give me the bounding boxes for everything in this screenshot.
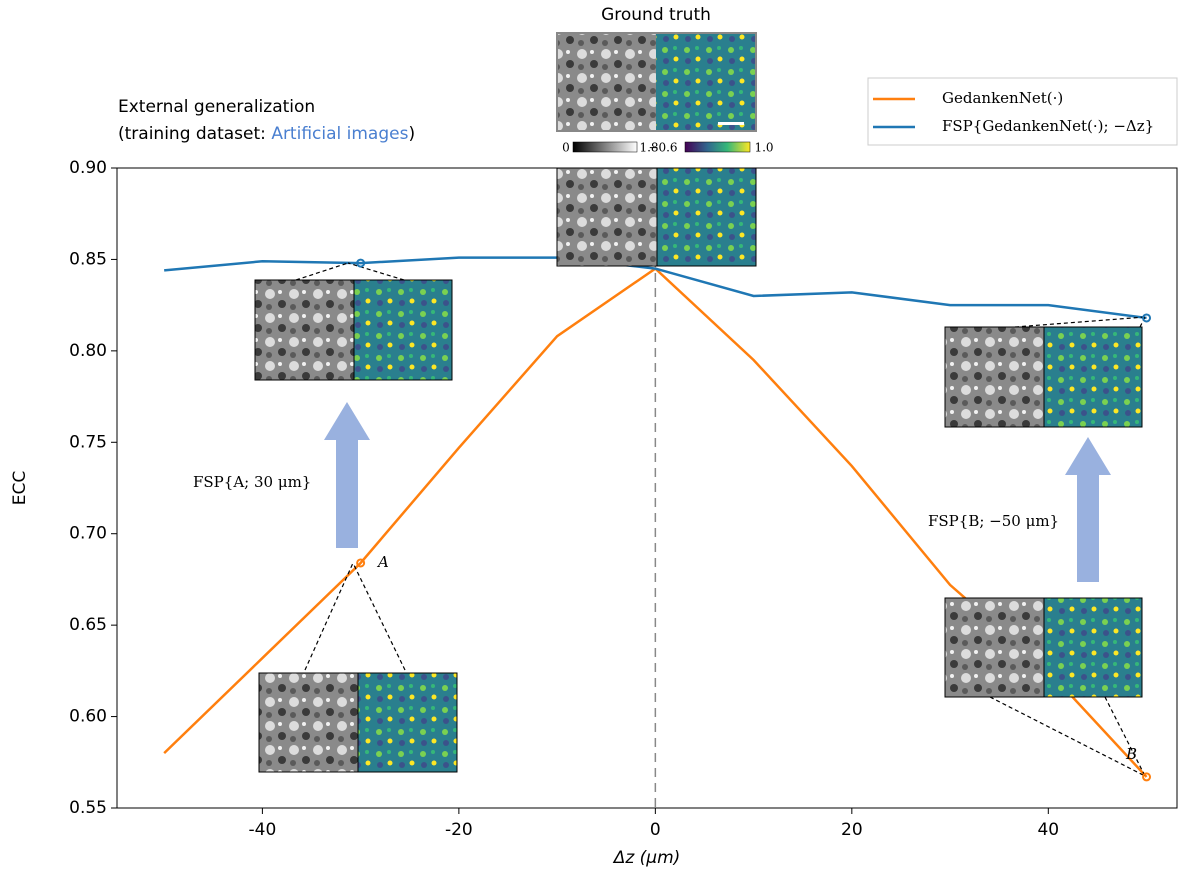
- marker: [356, 258, 366, 268]
- legend-label: FSP{GedankenNet(·); −Δz}: [942, 117, 1154, 135]
- marker: [1142, 313, 1152, 323]
- connectors: [295, 262, 1146, 777]
- y-tick-label: 0.55: [69, 798, 107, 818]
- series-line: [164, 256, 1147, 320]
- y-axis-label: ECC: [10, 471, 30, 505]
- y-tick-label: 0.90: [69, 158, 107, 178]
- x-tick-label: -20: [445, 820, 473, 840]
- colorbar: [684, 141, 751, 153]
- colorbar-label: 1.0: [754, 141, 773, 155]
- subtitle-prefix: (training dataset:: [118, 124, 271, 144]
- legend-label: GedankenNet(·): [942, 89, 1063, 107]
- y-tick-label: 0.65: [69, 615, 107, 635]
- annotation: B: [1125, 745, 1137, 763]
- inset-image: [558, 34, 656, 130]
- arrow: [324, 402, 370, 548]
- arrow: [1065, 437, 1111, 582]
- colorbar: [572, 141, 638, 153]
- marker: [356, 558, 366, 568]
- subtitle-suffix: ): [408, 124, 415, 144]
- annotation: FSP{A; 30 μm}: [193, 473, 311, 491]
- annotation: FSP{B; −50 μm}: [928, 512, 1059, 530]
- y-tick-label: 0.60: [69, 707, 107, 727]
- insets: [254, 32, 1146, 777]
- x-axis-label: Δz (μm): [612, 848, 681, 868]
- legend: [867, 77, 1178, 146]
- x-tick-label: -40: [249, 820, 277, 840]
- x-tick-label: 40: [1037, 820, 1059, 840]
- inset-title: Ground truth: [601, 5, 711, 25]
- y-tick-label: 0.80: [69, 341, 107, 361]
- annotation: A: [376, 553, 389, 571]
- subtitle-line: (training dataset: Artificial images): [118, 124, 415, 144]
- colorbar-label: −0.6: [648, 141, 677, 155]
- x-tick-label: 0: [650, 820, 661, 840]
- inset-image: [656, 34, 755, 130]
- y-tick-label: 0.75: [69, 432, 107, 452]
- subtitle: External generalization: [118, 97, 315, 117]
- colorbar-label: 0: [562, 141, 570, 155]
- subtitle-highlight: Artificial images: [271, 124, 408, 144]
- y-tick-label: 0.85: [69, 249, 107, 269]
- scale-bar: [718, 122, 744, 125]
- inset-images: [254, 167, 1143, 773]
- marker: [1142, 772, 1152, 782]
- inset-frame: [556, 32, 757, 132]
- colorbar-label: 1.8: [639, 141, 658, 155]
- x-tick-label: 20: [841, 820, 863, 840]
- y-tick-label: 0.70: [69, 524, 107, 544]
